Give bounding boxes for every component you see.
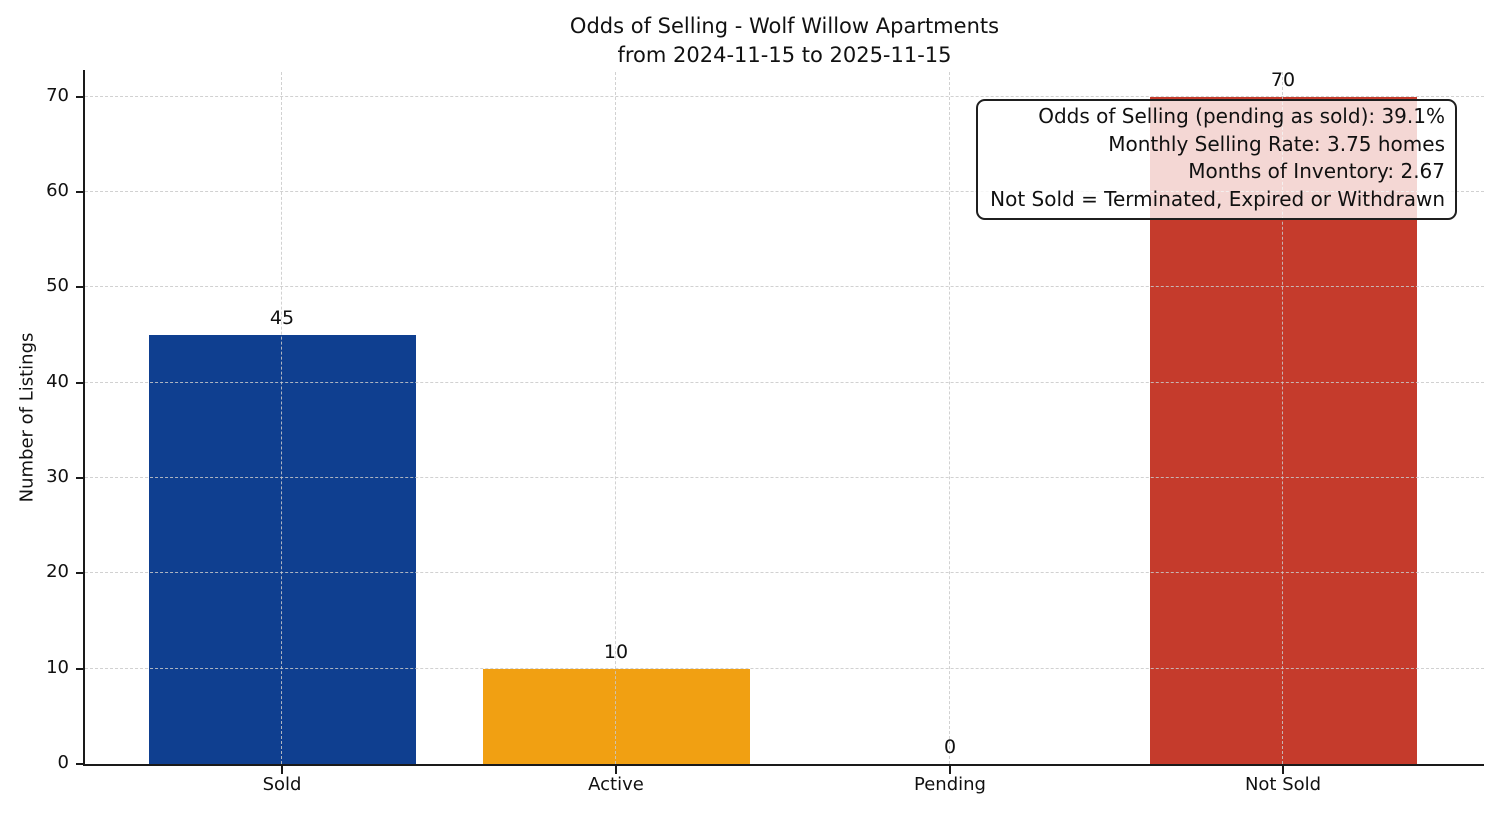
x-axis-spine: [83, 764, 1484, 766]
chart-title-line1: Odds of Selling - Wolf Willow Apartments: [569, 14, 1000, 38]
annotation-not-sold-definition: Not Sold = Terminated, Expired or Withdr…: [990, 186, 1445, 211]
y-axis-spine: [83, 70, 85, 766]
gridline-horizontal: [85, 667, 1484, 669]
y-tick-mark: [76, 477, 84, 480]
y-tick-label: 70: [46, 84, 69, 106]
chart-title: Odds of Selling - Wolf Willow Apartments…: [85, 12, 1484, 70]
y-tick-mark: [76, 191, 84, 194]
y-tick-mark: [76, 381, 84, 384]
y-tick-mark: [76, 572, 84, 575]
bar-value-label-active: 10: [603, 640, 629, 663]
gridline-vertical: [1282, 72, 1283, 764]
y-tick-mark: [76, 667, 84, 670]
bar-value-label-not-sold: 70: [1270, 68, 1296, 91]
x-tick-label-not-sold: Not Sold: [1244, 774, 1322, 795]
annotation-odds-of-selling: Odds of Selling (pending as sold): 39.1%: [1038, 104, 1445, 128]
y-tick-label: 30: [46, 466, 69, 488]
gridline-horizontal: [85, 191, 1484, 193]
y-tick-label: 10: [46, 656, 69, 678]
x-tick-mark: [281, 766, 283, 774]
y-tick-mark: [76, 95, 84, 98]
bar-sold: [148, 335, 416, 764]
y-tick-label: 20: [46, 561, 69, 583]
bar-active: [482, 668, 750, 764]
y-tick-label: 40: [46, 370, 69, 392]
gridline-vertical: [949, 72, 950, 764]
y-tick-label: 60: [46, 180, 69, 202]
x-tick-label-active: Active: [588, 774, 644, 795]
gridline-horizontal: [85, 95, 1484, 97]
y-tick-mark: [76, 763, 84, 765]
bar-value-label-sold: 45: [269, 307, 295, 330]
x-tick-label-sold: Sold: [262, 774, 302, 795]
x-tick-mark: [1282, 766, 1284, 774]
annotation-monthly-selling-rate: Monthly Selling Rate: 3.75 homes: [1108, 131, 1445, 156]
gridline-vertical: [281, 72, 282, 764]
gridline-vertical: [615, 72, 616, 764]
gridline-horizontal: [85, 572, 1484, 574]
x-tick-mark: [949, 766, 951, 774]
x-tick-label-pending: Pending: [914, 774, 986, 795]
y-tick-label: 50: [46, 275, 69, 297]
gridline-horizontal: [85, 477, 1484, 479]
stats-annotation-box: Odds of Selling (pending as sold): 39.1%…: [976, 99, 1457, 220]
gridline-horizontal: [85, 381, 1484, 383]
y-axis-label: Number of Listings: [16, 332, 38, 503]
annotation-months-of-inventory: Months of Inventory: 2.67: [1188, 159, 1445, 183]
y-tick-label: 0: [57, 752, 69, 773]
y-tick-mark: [76, 286, 84, 289]
bar-value-label-pending: 0: [943, 736, 957, 758]
chart-title-line2: from 2024-11-15 to 2025-11-15: [617, 43, 952, 67]
gridline-horizontal: [85, 286, 1484, 288]
x-tick-mark: [615, 766, 617, 774]
